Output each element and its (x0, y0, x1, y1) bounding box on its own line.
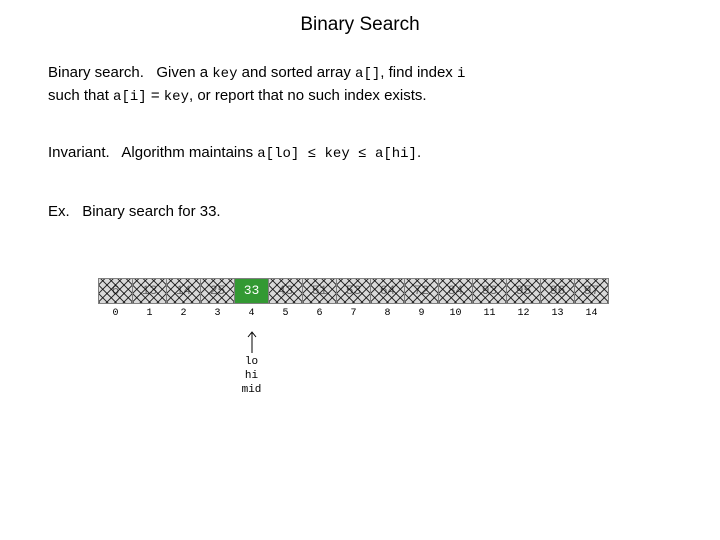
array-cell-value: 14 (176, 283, 192, 298)
array-cell: 93 (472, 278, 507, 304)
array-index: 5 (268, 308, 303, 319)
array-index: 2 (166, 308, 201, 319)
code-i: i (457, 66, 465, 82)
text: and sorted array (237, 64, 355, 81)
paragraph-invariant: Invariant. Algorithm maintains a[lo] ≤ k… (48, 142, 672, 165)
array-index: 10 (438, 308, 473, 319)
array-cell-value: 96 (550, 283, 566, 298)
paragraph-definition: Binary search. Given a key and sorted ar… (48, 62, 672, 108)
array-cell: 25 (200, 278, 235, 304)
lead-text: Ex. (48, 203, 70, 220)
text: = (147, 87, 164, 104)
array-cell-value: 84 (448, 283, 464, 298)
text: Binary search for 33. (82, 203, 220, 220)
array-cell-value: 13 (142, 283, 158, 298)
array-index: 3 (200, 308, 235, 319)
array-diagram: 61314253343515364728493959697 0123456789… (98, 278, 672, 409)
pointer-labels: lohimid (242, 355, 262, 398)
array-index: 9 (404, 308, 439, 319)
array-cell: 43 (268, 278, 303, 304)
text: , find index (380, 64, 457, 81)
array-cell: 72 (404, 278, 439, 304)
array-cell-value: 53 (346, 283, 362, 298)
array-cell-value: 25 (210, 283, 226, 298)
text: . (417, 144, 421, 161)
code-key: key (212, 66, 237, 82)
array-cell: 51 (302, 278, 337, 304)
array-cell-highlight: 33 (234, 278, 269, 304)
code-ahi: a[hi] (375, 146, 417, 162)
code-key2: key (164, 89, 189, 105)
array-cell: 53 (336, 278, 371, 304)
paragraph-example: Ex. Binary search for 33. (48, 201, 672, 224)
pointer-block: lohimid (98, 329, 672, 409)
arrow-up-icon (246, 329, 258, 353)
code-ai: a[i] (113, 89, 147, 105)
code-array: a[] (355, 66, 380, 82)
pointer-arrow-holder: lohimid (234, 329, 269, 398)
array-cell-value: 33 (244, 283, 260, 298)
array-cell-value: 64 (380, 283, 396, 298)
array-cell-value: 51 (312, 283, 328, 298)
leq-symbol: ≤ (350, 146, 375, 162)
array-cell: 97 (574, 278, 609, 304)
pointer-label: mid (242, 383, 262, 397)
array-index: 1 (132, 308, 167, 319)
array-index: 8 (370, 308, 405, 319)
array-cells-row: 6 13 14 25 33 43 51 53 64 72 84 93 95 96 97 (98, 278, 672, 304)
array-cell: 6 (98, 278, 133, 304)
slide-title: Binary Search (48, 14, 672, 36)
array-cell-value: 93 (482, 283, 498, 298)
text: , or report that no such index exists. (189, 87, 427, 104)
array-index: 13 (540, 308, 575, 319)
code-key: key (325, 146, 350, 162)
text: Algorithm maintains (121, 144, 257, 161)
array-index: 7 (336, 308, 371, 319)
array-cell: 14 (166, 278, 201, 304)
pointer-label: hi (242, 369, 262, 383)
text: such that (48, 87, 113, 104)
array-cell: 95 (506, 278, 541, 304)
array-cell-value: 95 (516, 283, 532, 298)
array-index: 4 (234, 308, 269, 319)
array-cell-value: 72 (414, 283, 430, 298)
array-index: 0 (98, 308, 133, 319)
slide: Binary Search Binary search. Given a key… (0, 0, 720, 409)
array-index: 11 (472, 308, 507, 319)
array-index: 14 (574, 308, 609, 319)
array-index: 12 (506, 308, 541, 319)
leq-symbol: ≤ (299, 146, 324, 162)
array-index: 6 (302, 308, 337, 319)
lead-text: Binary search. (48, 64, 144, 81)
array-cell-value: 97 (584, 283, 600, 298)
array-index-row: 01234567891011121314 (98, 308, 672, 319)
array-cell: 13 (132, 278, 167, 304)
array-cell: 84 (438, 278, 473, 304)
array-cell-value: 43 (278, 283, 294, 298)
array-cell: 96 (540, 278, 575, 304)
array-cell: 64 (370, 278, 405, 304)
pointer-label: lo (242, 355, 262, 369)
text: Given a (156, 64, 212, 81)
lead-text: Invariant. (48, 144, 110, 161)
array-cell-value: 6 (112, 283, 120, 298)
code-alo: a[lo] (257, 146, 299, 162)
